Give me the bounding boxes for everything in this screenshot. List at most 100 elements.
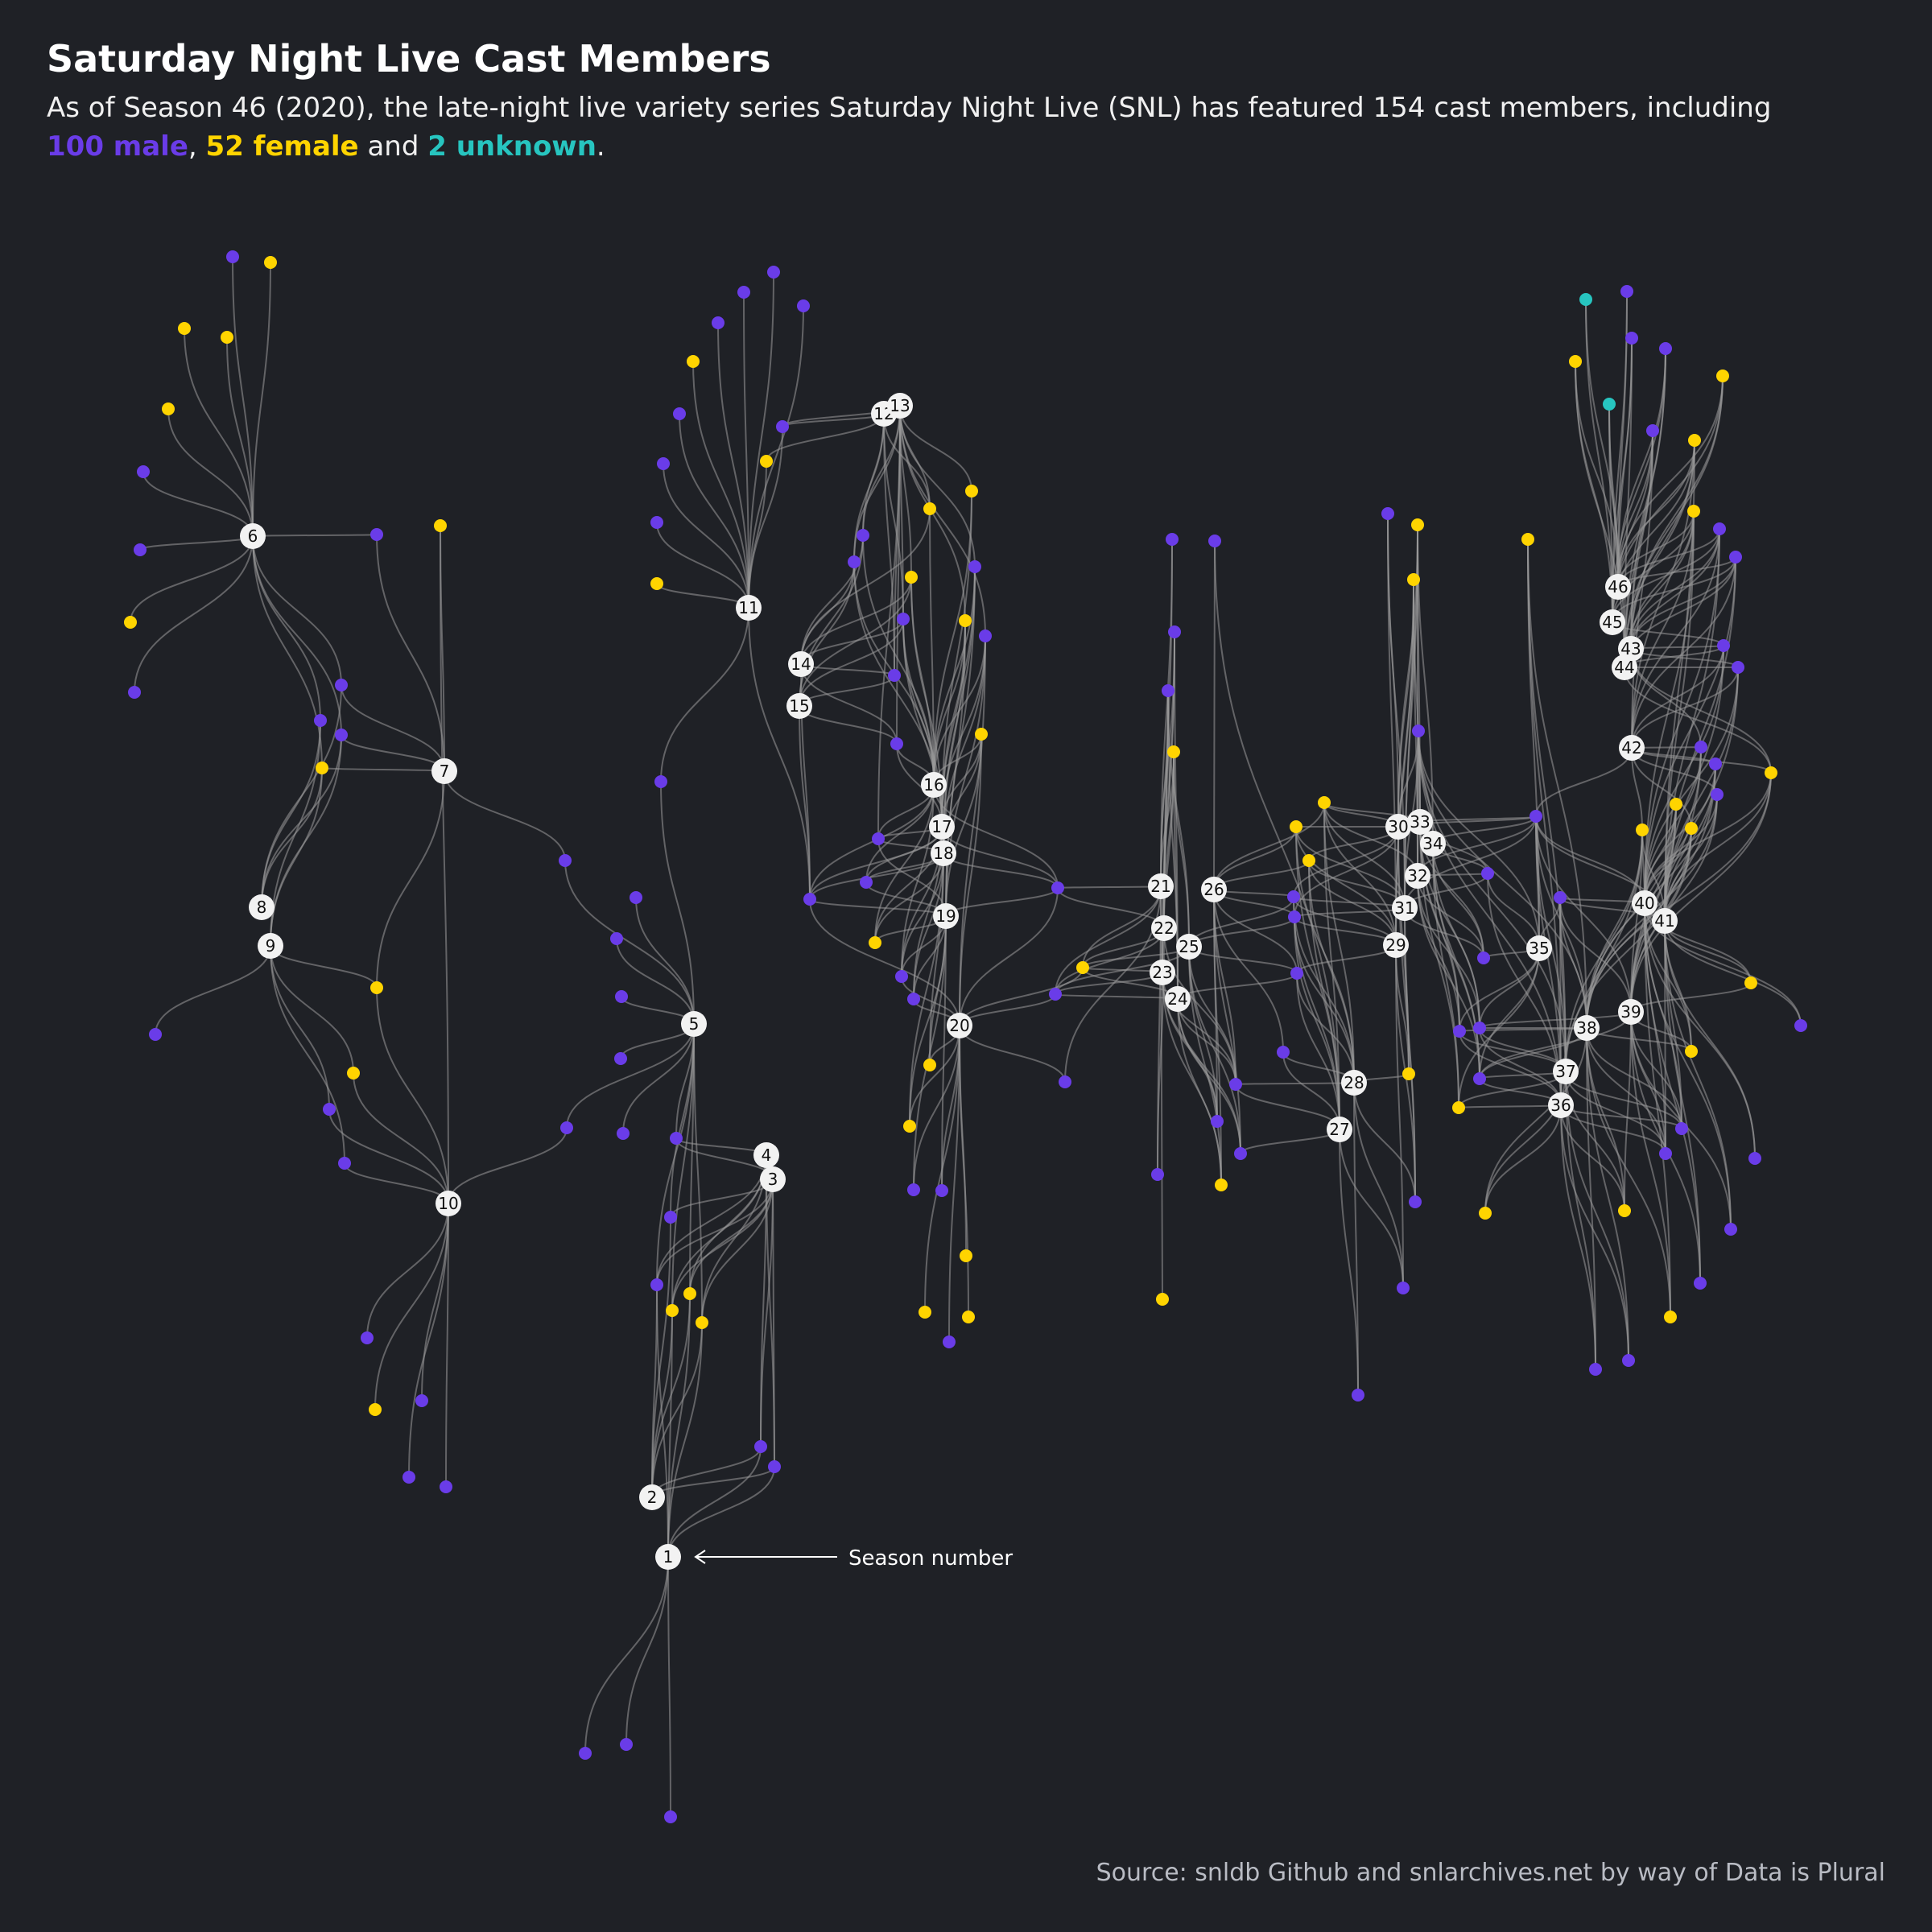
cast-season-edge (1644, 556, 1736, 904)
season-node-circle (929, 814, 955, 840)
cast-member-male-node (1554, 891, 1567, 904)
source-note: Source: snldb Github and snlarchives.net… (1096, 1859, 1885, 1887)
cast-season-edge (901, 784, 935, 977)
cast-season-edge (933, 635, 986, 786)
cast-season-edge (1624, 667, 1772, 774)
season-number-label: 2 (647, 1488, 658, 1507)
season-node-circle (933, 903, 959, 929)
season-node-circle (753, 1142, 779, 1168)
cast-member-male-node (943, 1335, 956, 1348)
cast-season-edge (635, 897, 695, 1025)
season-node-20: 20 (947, 1013, 972, 1038)
season-node-circle (931, 840, 956, 866)
cast-member-male-node (1234, 1147, 1247, 1160)
cast-member-male-node (1229, 1078, 1242, 1091)
cast-member-male-node (1625, 332, 1638, 345)
cast-member-male-node (935, 1184, 948, 1197)
cast-member-male-node (767, 266, 780, 279)
cast-season-edge (1631, 510, 1695, 749)
cast-season-edge (1418, 730, 1562, 1106)
season-number-label: 17 (931, 817, 952, 836)
season-node-circle (1165, 986, 1191, 1012)
season-number-label: 38 (1576, 1018, 1596, 1038)
cast-member-male-node (968, 560, 981, 573)
cast-member-male-node (579, 1747, 592, 1760)
cast-member-male-node (712, 316, 724, 329)
cast-season-edge (799, 705, 811, 900)
cast-season-edge (760, 1154, 767, 1447)
cast-season-edge (959, 967, 1084, 1026)
cast-season-edge (1664, 920, 1752, 984)
cast-season-edge (1535, 815, 1632, 1013)
cast-member-female-node (1521, 533, 1534, 546)
cast-season-edge (675, 1137, 767, 1156)
cast-member-male-node (1381, 507, 1394, 520)
cast-member-female-node (1167, 745, 1180, 758)
cast-member-male-node (1168, 625, 1181, 638)
cast-member-male-node (559, 854, 572, 867)
cast-member-male-node (370, 528, 383, 541)
cast-season-edge (1644, 902, 1752, 984)
cast-member-male-node (361, 1331, 374, 1344)
season-node-22: 22 (1151, 915, 1177, 941)
season-number-label: 27 (1329, 1120, 1349, 1139)
cast-season-edge (1644, 902, 1671, 1318)
season-number-label: 44 (1614, 658, 1634, 677)
season-number-label: 5 (689, 1014, 700, 1034)
cast-season-edge (1418, 730, 1567, 1072)
cast-member-female-node (124, 616, 137, 629)
season-node-circle (1605, 574, 1631, 600)
cast-season-edge (913, 915, 947, 1191)
cast-season-edge (252, 262, 271, 537)
cast-member-male-node (1352, 1389, 1364, 1402)
season-node-circle (947, 1013, 972, 1038)
season-number-label: 6 (248, 526, 258, 546)
cast-season-edge (1188, 946, 1241, 1154)
chart-subtitle: As of Season 46 (2020), the late-night l… (47, 89, 1858, 166)
cast-season-edge (1630, 1011, 1682, 1129)
cast-member-male-node (630, 891, 642, 904)
cast-member-male-node (1208, 535, 1221, 547)
cast-season-edge (1644, 667, 1739, 904)
cast-season-edge (1308, 860, 1340, 1130)
cast-season-edge (1664, 920, 1802, 1026)
cast-season-edge (799, 618, 904, 707)
season-node-circle (1151, 915, 1177, 941)
cast-member-female-node (683, 1287, 696, 1300)
season-node-35: 35 (1526, 935, 1552, 961)
season-node-37: 37 (1553, 1059, 1579, 1084)
season-number-label: 36 (1550, 1096, 1571, 1115)
cast-season-edge (408, 1203, 449, 1478)
season-number-label: 37 (1555, 1062, 1575, 1081)
cast-season-edge (1479, 1027, 1562, 1106)
season-node-34: 34 (1420, 831, 1446, 857)
cast-member-male-node (615, 990, 628, 1003)
cast-season-edge (448, 1127, 568, 1204)
cast-member-male-node (664, 1211, 677, 1224)
cast-member-female-node (1407, 573, 1420, 586)
cast-season-edge (1664, 510, 1695, 922)
cast-season-edge (1624, 1011, 1632, 1212)
cast-season-edge (660, 781, 695, 1025)
cast-member-male-node (440, 1480, 452, 1493)
cast-season-edge (1608, 403, 1619, 588)
cast-season-edge (660, 607, 749, 782)
cast-season-edge (1560, 1104, 1625, 1212)
season-node-circle (1574, 1015, 1600, 1041)
cast-member-male-node (890, 737, 903, 750)
cast-member-female-node (903, 1120, 916, 1133)
cast-season-edge (853, 405, 901, 563)
cast-season-edge (1308, 860, 1355, 1084)
season-node-9: 9 (258, 933, 283, 959)
cast-member-male-node (338, 1157, 351, 1170)
cast-season-edge (328, 1108, 449, 1204)
cast-member-male-node (1481, 867, 1494, 880)
cast-season-edge (1631, 556, 1736, 749)
cast-member-female-node (923, 1059, 936, 1071)
cast-member-male-node (860, 876, 873, 889)
cast-season-edge (1173, 751, 1179, 1000)
subtitle-text: As of Season 46 (2020), the late-night l… (47, 92, 1772, 124)
season-node-layer: 1234567891011121314151617181920212223242… (240, 393, 1678, 1570)
cast-season-edge (1404, 907, 1416, 1203)
cast-member-female-node (1744, 976, 1757, 989)
